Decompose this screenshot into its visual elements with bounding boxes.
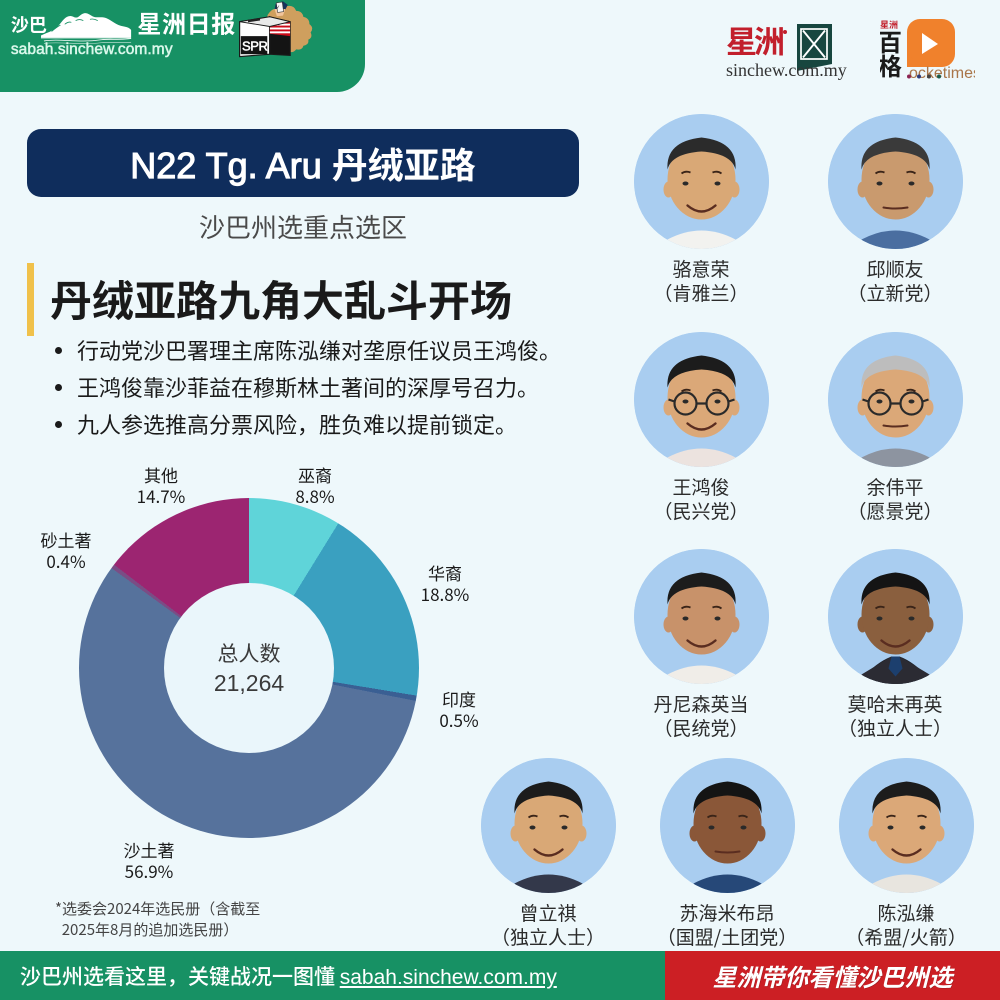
svg-text:sinchew.com.my: sinchew.com.my <box>726 60 847 80</box>
svg-text:格: 格 <box>880 47 902 82</box>
svg-text:星洲: 星洲 <box>726 22 783 62</box>
svg-text:ocketimes: ocketimes <box>909 65 975 82</box>
